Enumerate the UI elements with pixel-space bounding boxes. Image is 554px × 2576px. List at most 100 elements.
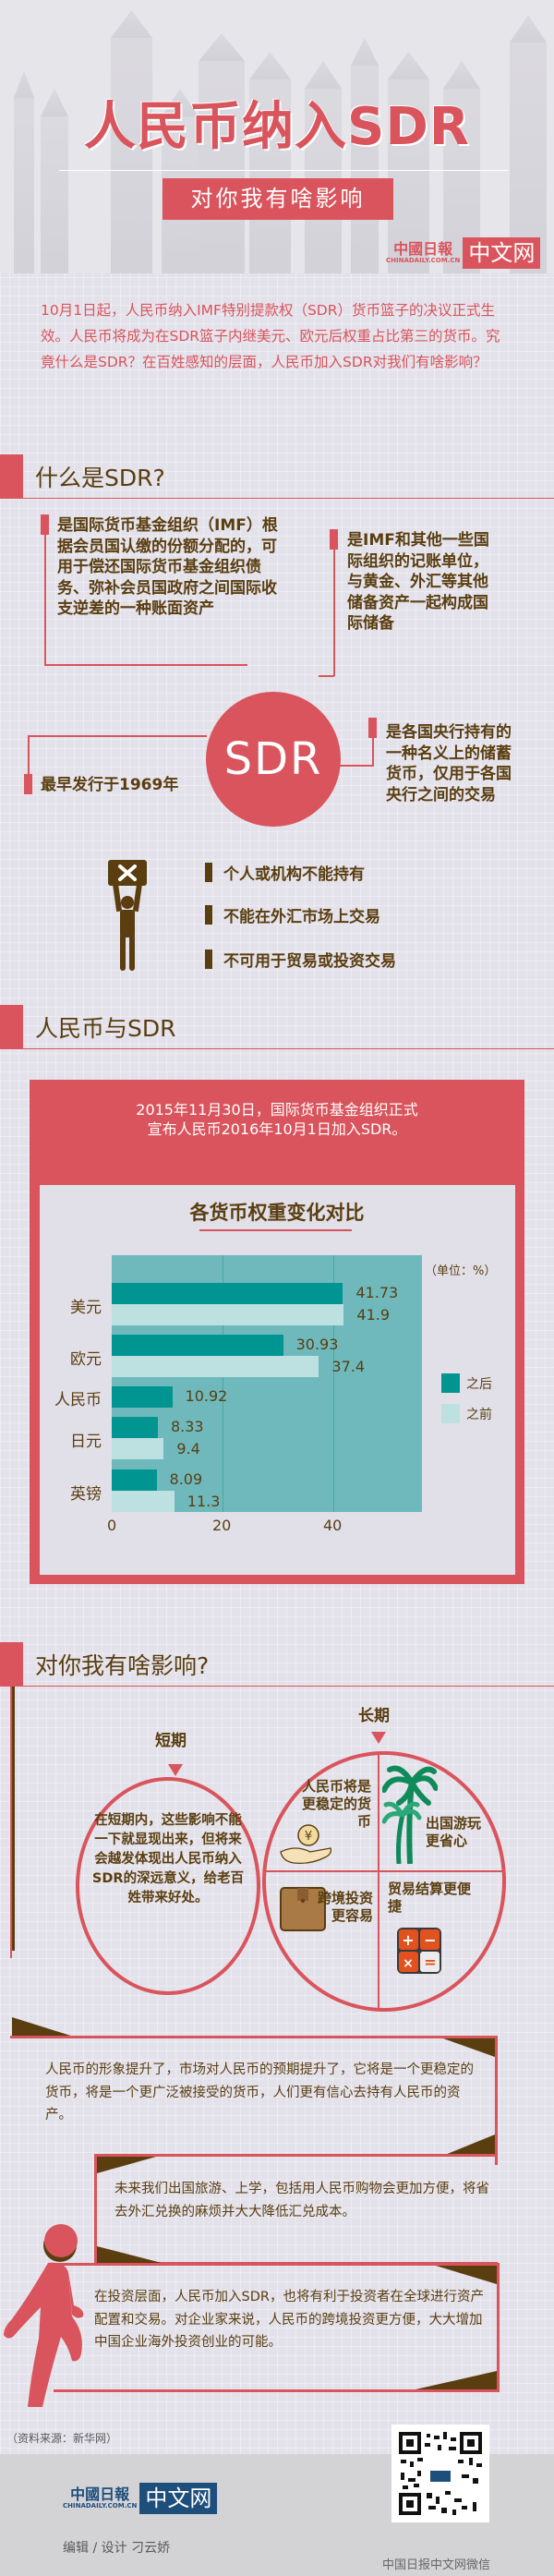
fact-marker bbox=[330, 529, 338, 550]
x-tick: 0 bbox=[107, 1517, 117, 1534]
section-title: 对你我有啥影响? bbox=[35, 1652, 210, 1679]
legend-swatch-after bbox=[441, 1373, 460, 1393]
bar-before bbox=[112, 1304, 344, 1325]
bar-before bbox=[112, 1356, 319, 1377]
sdr-center-circle: SDR bbox=[206, 692, 341, 827]
svg-text:=: = bbox=[424, 1953, 436, 1971]
legend-swatch-before bbox=[441, 1404, 460, 1423]
connector-line bbox=[328, 765, 374, 767]
bullet-square bbox=[205, 949, 212, 969]
bar-after bbox=[112, 1386, 173, 1408]
bullet-square bbox=[205, 863, 212, 882]
bar-value-after: 8.33 bbox=[170, 1418, 204, 1435]
wechat-qr-code[interactable] bbox=[391, 2425, 489, 2522]
bar-value-before: 9.4 bbox=[176, 1440, 200, 1457]
bar-after bbox=[112, 1417, 158, 1438]
connector-line bbox=[28, 735, 30, 781]
limit-item: 不可用于贸易或投资交易 bbox=[205, 948, 396, 971]
chart-card: 2015年11月30日，国际货币基金组织正式 宣布人民币2016年10月1日加入… bbox=[30, 1080, 524, 1584]
svg-text:+: + bbox=[402, 1931, 414, 1949]
section-accent-bar bbox=[0, 1642, 23, 1687]
fact-marker bbox=[368, 718, 377, 738]
qr-caption: 中国日报中文网微信 bbox=[381, 2558, 490, 2572]
connector-line bbox=[333, 543, 335, 676]
ribbon-shadow bbox=[12, 1687, 15, 1951]
page-subtitle: 对你我有啥影响 bbox=[163, 178, 393, 220]
logo-box-text: 中文网 bbox=[463, 237, 541, 269]
ribbon-fold bbox=[97, 2157, 156, 2173]
long-term-label: 长期 bbox=[358, 1707, 390, 1725]
fact-marker bbox=[41, 514, 49, 535]
section-title: 人民币与SDR bbox=[35, 1015, 176, 1042]
pointer-triangle bbox=[371, 1732, 386, 1744]
limit-text: 不可用于贸易或投资交易 bbox=[223, 952, 396, 971]
bullet-square bbox=[205, 905, 212, 925]
category-label: 美元 bbox=[70, 1299, 102, 1317]
ribbon-fold bbox=[416, 2371, 497, 2389]
ribbon-fold bbox=[12, 2017, 77, 2038]
hand-yuan-coin-icon: ¥ bbox=[280, 1824, 332, 1865]
bar-before bbox=[112, 1438, 164, 1459]
story-box-3 bbox=[54, 2263, 500, 2392]
fact-marker bbox=[24, 774, 32, 794]
header-banner: 人民币纳入SDR 对你我有啥影响 中國日報 CHINADAILY.COM.CN … bbox=[0, 0, 554, 273]
category-label: 英镑 bbox=[70, 1485, 102, 1504]
bar-value-before: 11.3 bbox=[187, 1493, 221, 1510]
section-title: 什么是SDR? bbox=[35, 465, 165, 491]
ribbon-fold bbox=[443, 2038, 495, 2057]
x-tick: 20 bbox=[212, 1517, 232, 1534]
story-box-1 bbox=[10, 2036, 498, 2165]
calculator-icon: + − × = bbox=[397, 1928, 441, 1974]
title-divider bbox=[59, 170, 508, 171]
story-text-investment: 在投资层面，人民币加入SDR，也将有利于投资者在全球进行资产配置和交易。对企业家… bbox=[94, 2290, 484, 2350]
quadrant-stable-currency: 人民币将是更稳定的货币 bbox=[301, 1778, 371, 1830]
footer-chinadaily-logo[interactable]: 中國日報 CHINADAILY.COM.CN 中文网 bbox=[63, 2483, 218, 2514]
qr-code-icon bbox=[399, 2432, 482, 2515]
logo-en-text: CHINADAILY.COM.CN bbox=[386, 256, 461, 264]
category-label: 人民币 bbox=[54, 1391, 102, 1409]
bar-chart-plot: 41.73 41.9 30.93 37.4 10.92 8.33 9.4 8.09 11.3 bbox=[112, 1255, 422, 1512]
palm-tree-icon bbox=[382, 1765, 438, 1865]
announcement-line-2: 宣布人民币2016年10月1日加入SDR。 bbox=[147, 1120, 407, 1138]
connector-line bbox=[28, 735, 207, 737]
ribbon-fold bbox=[436, 2266, 497, 2284]
svg-text:−: − bbox=[424, 1931, 436, 1949]
chart-unit-label: （单位：%） bbox=[425, 1264, 497, 1278]
section-underline bbox=[0, 1047, 554, 1049]
ribbon-fold bbox=[97, 2246, 162, 2263]
connector-line bbox=[372, 732, 374, 766]
bar-after bbox=[112, 1469, 157, 1491]
parcel-box-icon bbox=[280, 1887, 326, 1931]
bar-after bbox=[112, 1283, 343, 1304]
bar-before bbox=[112, 1491, 175, 1512]
story-text-image: 人民币的形象提升了，市场对人民币的预期提升了，它将是一个更稳定的货币，将是一个更… bbox=[45, 2062, 474, 2122]
prohibited-person-icon bbox=[108, 860, 147, 971]
connector-line bbox=[44, 526, 46, 665]
fact-unit-of-account: 是IMF和其他一些国际组织的记账单位，与黄金、外汇等其他储备资产一起构成国际储备 bbox=[347, 531, 489, 633]
chart-announcement: 2015年11月30日，国际货币基金组织正式 宣布人民币2016年10月1日加入… bbox=[30, 1100, 524, 1139]
bar-value-before: 37.4 bbox=[331, 1358, 366, 1375]
ribbon-fold bbox=[445, 2135, 495, 2155]
bar-value-after: 8.09 bbox=[169, 1470, 203, 1488]
gridline-40 bbox=[333, 1255, 334, 1512]
chart-title-underline bbox=[199, 1229, 352, 1231]
legend-before: 之前 bbox=[441, 1404, 492, 1423]
section-underline bbox=[0, 1685, 554, 1687]
svg-text:×: × bbox=[403, 1956, 414, 1971]
connector-line bbox=[44, 664, 247, 666]
section-underline bbox=[0, 497, 554, 499]
limit-text: 不能在外汇市场上交易 bbox=[223, 908, 380, 926]
x-tick: 40 bbox=[323, 1517, 343, 1534]
section-header-impact: 对你我有啥影响? bbox=[0, 1642, 554, 1687]
limit-item: 不能在外汇市场上交易 bbox=[205, 903, 380, 926]
legend-label-after: 之后 bbox=[466, 1376, 492, 1392]
logo-cn-text: 中國日報 bbox=[70, 2485, 130, 2503]
quadrant-travel: 出国游玩更省心 bbox=[426, 1815, 482, 1849]
legend-after: 之后 bbox=[441, 1373, 492, 1393]
pointer-triangle bbox=[168, 1764, 183, 1776]
limit-item: 个人或机构不能持有 bbox=[205, 861, 365, 884]
quadrant-trade-settlement: 贸易结算更便捷 bbox=[388, 1881, 472, 1915]
chinadaily-logo[interactable]: 中國日報 CHINADAILY.COM.CN 中文网 bbox=[386, 236, 541, 270]
logo-en-text: CHINADAILY.COM.CN bbox=[63, 2501, 138, 2509]
long-term-circle bbox=[262, 1751, 506, 2012]
